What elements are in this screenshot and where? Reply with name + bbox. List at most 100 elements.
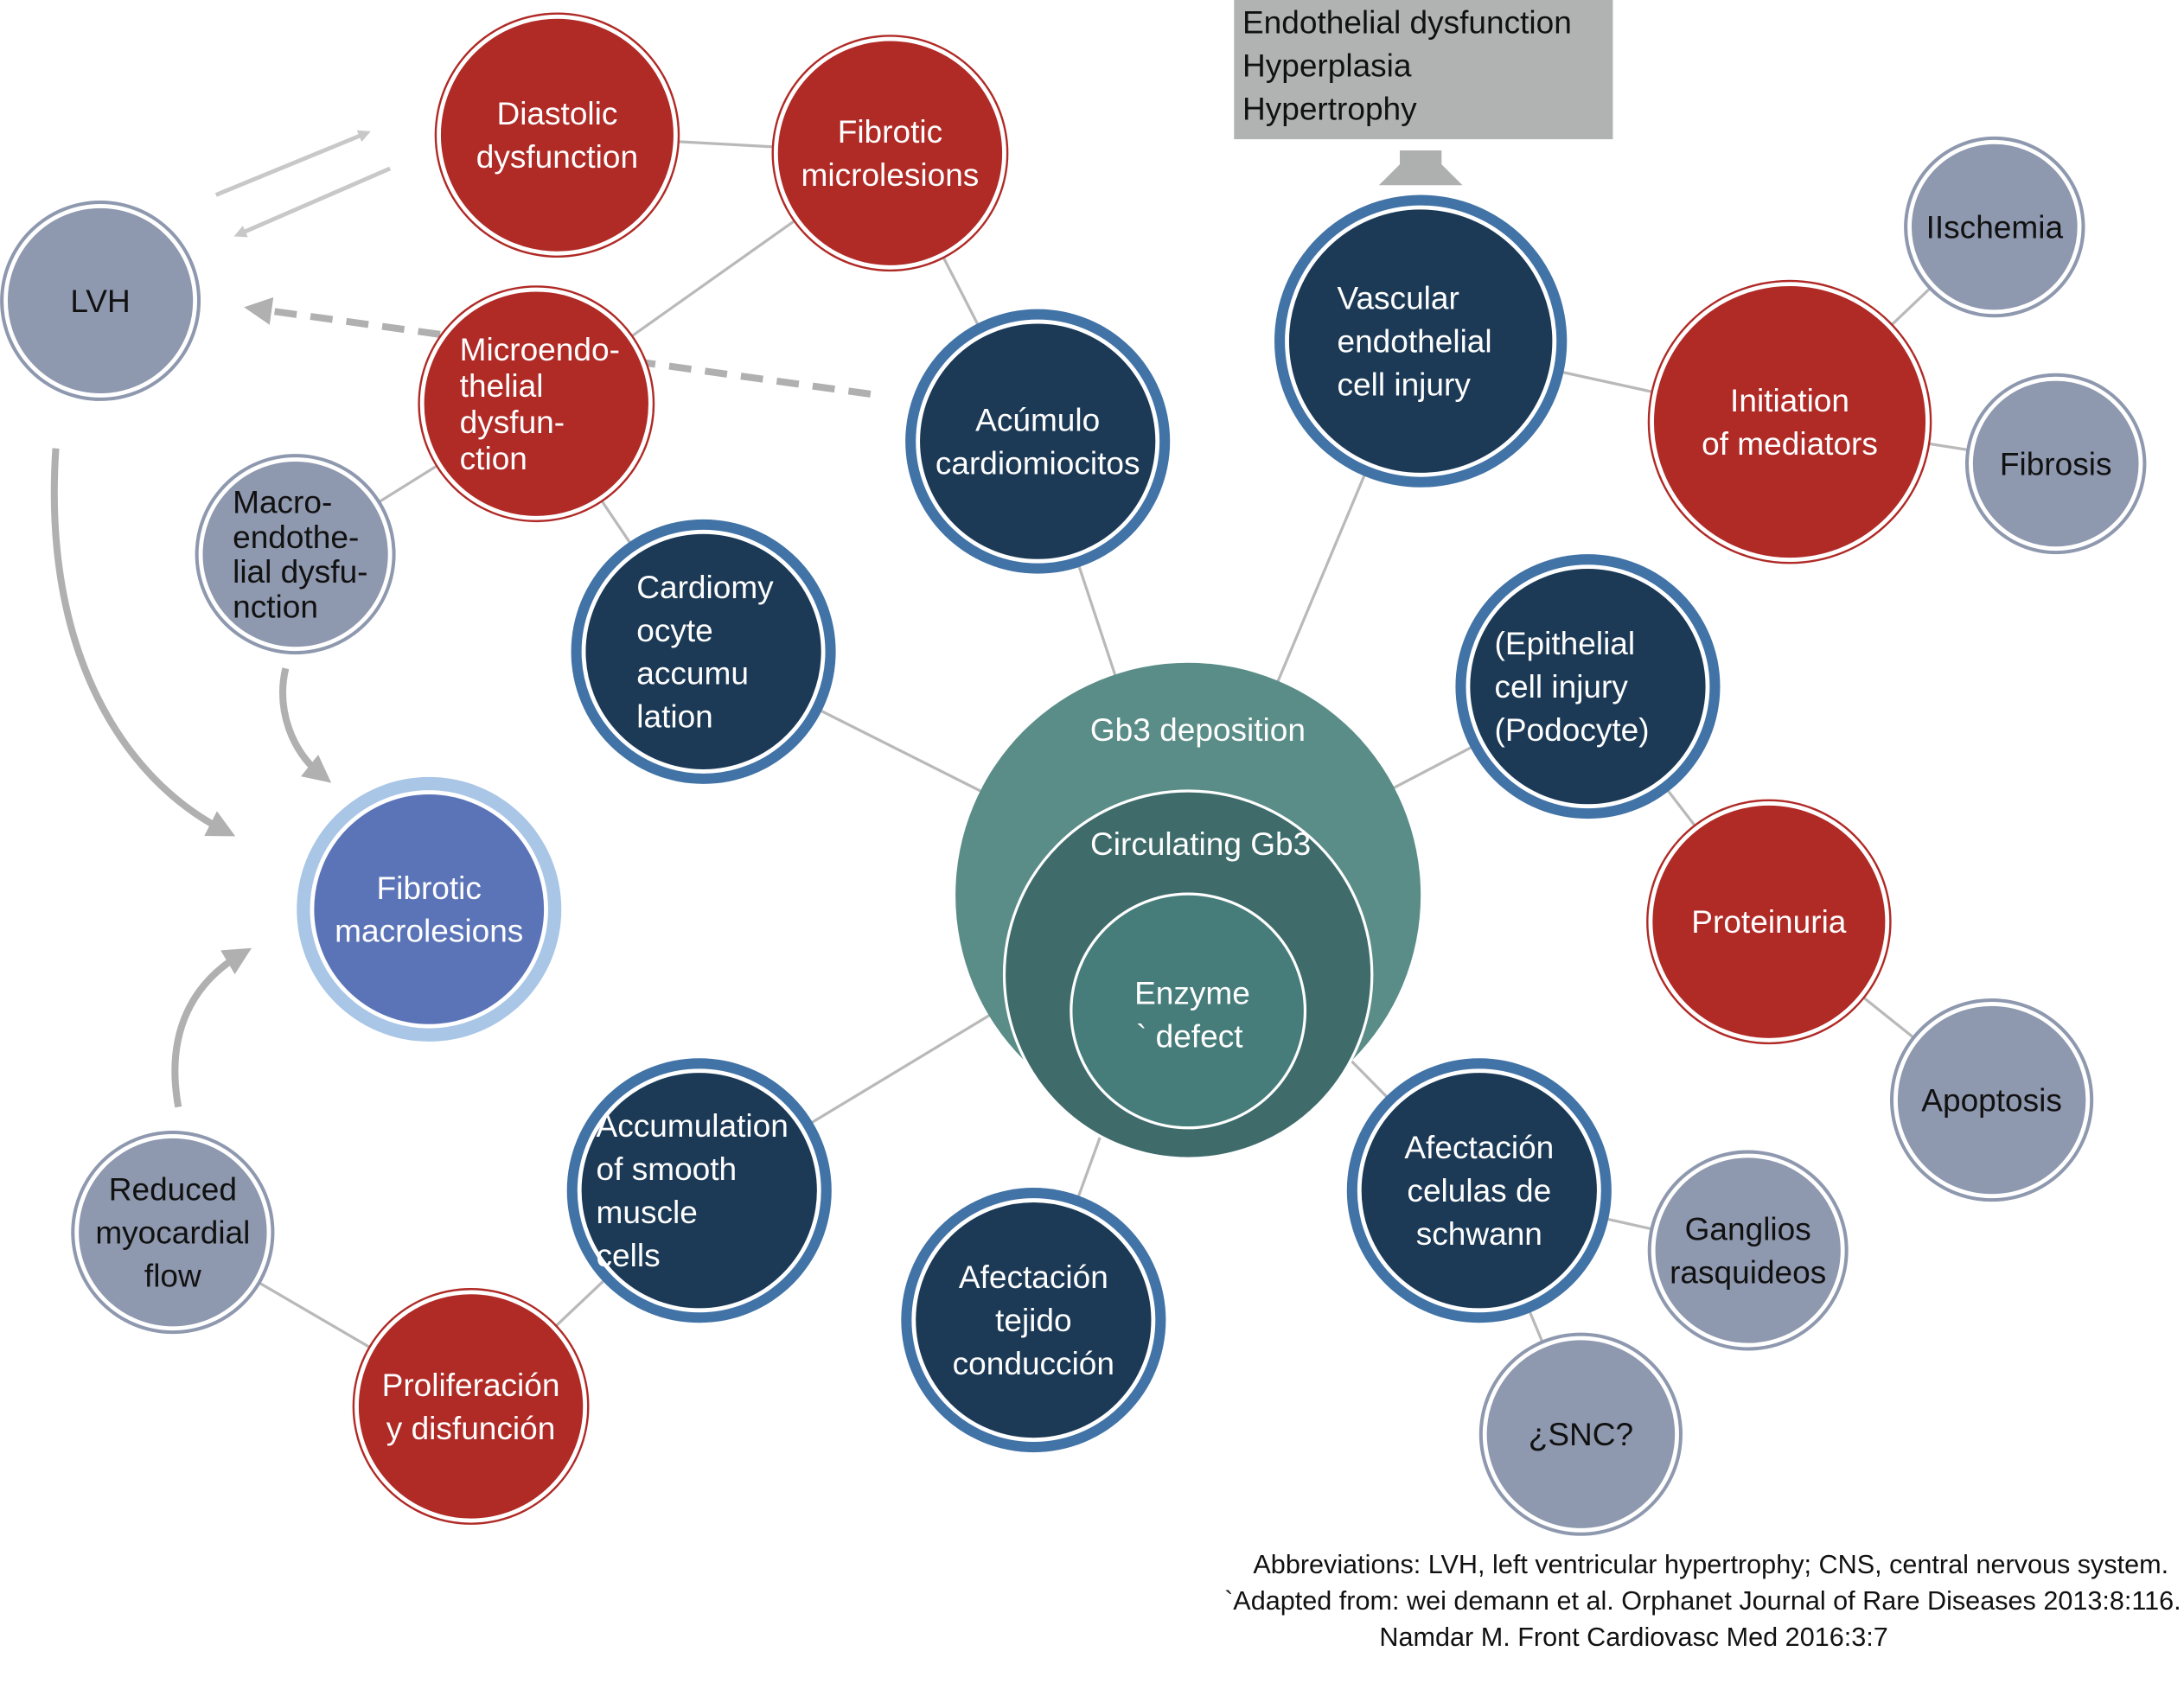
node-circle — [1907, 139, 2082, 315]
node-vascular: Vascular endothelial cell injury — [1274, 194, 1568, 488]
node-label: thelial — [460, 367, 544, 404]
node-circle — [773, 36, 1006, 270]
node-label: tejido — [995, 1302, 1072, 1338]
curved-arrow-flow-to-macrolesions-icon — [171, 947, 252, 1108]
node-macroendo: Macro-endothe-lial dysfu-nction — [195, 454, 396, 655]
node-circle — [577, 1068, 821, 1313]
footnote: Abbreviations: LVH, left ventricular hyp… — [1224, 1550, 2181, 1652]
node-circle — [1482, 1336, 1679, 1533]
node-label: lial dysfu- — [233, 553, 367, 590]
adapted-from: `Adapted from: wei demann et al. Orphane… — [1224, 1586, 2181, 1616]
curved-arrow-lvh-to-macrolesions-icon — [50, 448, 236, 837]
node-label: of mediators — [1702, 425, 1878, 462]
center-gb3: Gb3 deposition Circulating Gb3 Enzyme ` … — [955, 662, 1421, 1160]
node-circle — [419, 287, 653, 520]
node-label: cells — [597, 1237, 661, 1273]
node-label: y disfunción — [386, 1410, 556, 1446]
enzyme-defect-label: ` defect — [1136, 1017, 1243, 1054]
node-fibrosis: Fibrosis — [1964, 373, 2147, 555]
node-circle — [437, 14, 678, 256]
node-label: LVH — [70, 283, 130, 319]
node-smooth-muscle: Accumulation of smooth muscle cells — [566, 1058, 832, 1323]
node-label: accumu — [636, 655, 749, 692]
node-label: Ganglios — [1685, 1210, 1811, 1246]
node-label: endothelial — [1338, 323, 1492, 360]
node-conduccion: Afectación tejido conducción — [901, 1188, 1166, 1453]
node-mediators: Initiation of mediators — [1647, 279, 1932, 564]
node-label: muscle — [597, 1194, 698, 1230]
node-label: Afectación — [959, 1259, 1108, 1295]
node-cardiomyocyte-acc: Cardiomy ocyte accumu lation — [571, 519, 836, 784]
up-arrow-icon — [1378, 150, 1463, 186]
node-label: cardiomiocitos — [936, 444, 1140, 481]
node-circle — [3, 203, 198, 398]
node-label: Diastolic — [496, 95, 617, 131]
node-label: Cardiomy — [636, 569, 774, 605]
node-label: lation — [636, 698, 713, 735]
node-circle — [1650, 282, 1930, 562]
node-ischemia: IIschemia — [1904, 136, 2085, 318]
node-label: Proliferación — [382, 1367, 560, 1403]
effects-line: Endothelial dysfunction — [1242, 4, 1572, 41]
node-schwann: Afectación celulas de schwann — [1346, 1058, 1612, 1323]
reference: Namdar M. Front Cardiovasc Med 2016:3:7 — [1379, 1623, 1887, 1652]
curved-arrow-macroendo-to-macrolesions-icon — [279, 667, 332, 783]
abbreviations: Abbreviations: LVH, left ventricular hyp… — [1253, 1550, 2168, 1579]
node-label: conducción — [953, 1345, 1114, 1381]
node-circle — [1466, 564, 1710, 809]
node-ganglios: Ganglios rasquideos — [1647, 1150, 1849, 1351]
node-label: ¿SNC? — [1529, 1416, 1633, 1452]
enzyme-defect-circle — [1070, 892, 1307, 1130]
node-circle — [1651, 1153, 1845, 1348]
node-label: (Epithelial — [1495, 625, 1636, 661]
node-circle — [1648, 801, 1890, 1042]
node-label: (Podocyte) — [1495, 711, 1650, 748]
node-label: Afectación — [1404, 1129, 1554, 1165]
node-snc: ¿SNC? — [1478, 1332, 1683, 1536]
node-circle — [1969, 376, 2143, 552]
node-circle — [911, 1198, 1156, 1443]
node-label: cell injury — [1338, 366, 1472, 402]
node-circle — [1893, 1001, 2091, 1199]
node-acumulo: Acúmulo cardiomiocitos — [905, 309, 1171, 574]
node-label: ction — [460, 440, 527, 476]
node-label: Reduced — [109, 1171, 237, 1208]
node-circle — [581, 529, 826, 774]
node-label: celulas de — [1407, 1172, 1551, 1208]
arrow-lvh-to-diastolic-icon — [214, 130, 371, 197]
node-label: schwann — [1416, 1215, 1542, 1252]
node-apoptosis: Apoptosis — [1890, 998, 2094, 1202]
node-label: Accumulation — [597, 1107, 789, 1144]
node-label: nction — [233, 588, 318, 624]
node-label: Fibrotic — [838, 113, 942, 150]
node-circle — [74, 1134, 271, 1331]
node-epithelial: (Epithelial cell injury (Podocyte) — [1455, 554, 1721, 819]
node-label: Acúmulo — [975, 402, 1100, 438]
node-proteinuria: Proteinuria — [1646, 799, 1892, 1045]
nodes: Diastolic dysfunction Fibrotic microlesions… — [0, 12, 2147, 1536]
node-fibrotic-macro: Fibrotic macrolesions — [297, 776, 562, 1042]
enzyme-defect-label: Enzyme — [1134, 974, 1250, 1011]
node-reduced-flow: Reduced myocardial flow — [71, 1131, 275, 1335]
node-label: IIschemia — [1926, 208, 2064, 245]
node-label: microlesions — [801, 156, 980, 193]
node-label: cell injury — [1495, 668, 1629, 705]
node-label: endothe- — [233, 519, 359, 555]
node-label: Fibrotic — [377, 870, 482, 906]
node-fibrotic-micro: Fibrotic microlesions — [771, 35, 1009, 272]
node-label: Macro- — [233, 484, 332, 520]
node-label: macrolesions — [335, 913, 523, 949]
node-label: myocardial — [95, 1214, 250, 1250]
node-label: dysfunction — [476, 138, 638, 175]
node-label: rasquideos — [1670, 1253, 1826, 1290]
node-circle — [1357, 1068, 1601, 1313]
node-circle — [916, 319, 1160, 564]
node-lvh: LVH — [0, 200, 201, 401]
circulating-gb3-label: Circulating Gb3 — [1090, 826, 1311, 862]
node-diastolic: Diastolic dysfunction — [434, 12, 680, 258]
effects-line: Hypertrophy — [1242, 91, 1417, 127]
node-label: Proteinuria — [1691, 903, 1846, 940]
arrow-diastolic-to-lvh-icon — [233, 166, 392, 238]
